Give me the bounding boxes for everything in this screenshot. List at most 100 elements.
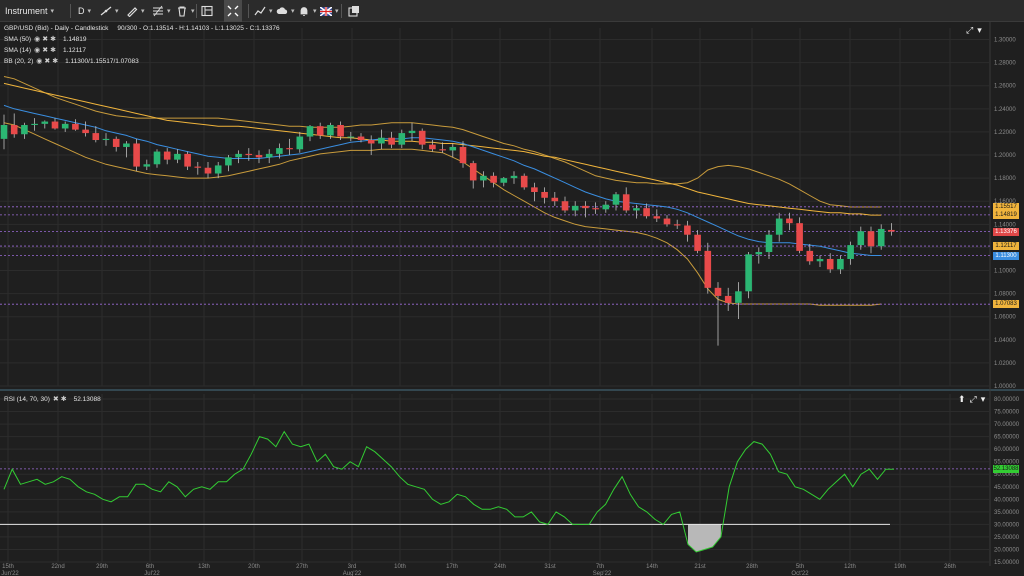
candle-body	[837, 258, 844, 270]
chevron-down-icon: ▾	[167, 8, 171, 15]
rsi-tick-label: 15.00000	[994, 560, 1020, 566]
fibonacci-tool-button[interactable]: ▾	[152, 0, 171, 22]
eye-icon[interactable]: ◉	[36, 58, 43, 65]
toolbar: Instrument ▾ D ▾ ▾ ▾ ▾ ▾ ▾ ▾ ▾	[0, 0, 1024, 22]
candle-body	[592, 208, 599, 210]
chart-panel[interactable]: 1.30000 1.28000 1.26000 1.24000 1.22000 1.200…	[0, 22, 1024, 576]
rsi-axis: 80.00000 75.00000 70.00000 65.00000 60.00000…	[994, 397, 1020, 566]
rsi-indicator	[0, 430, 990, 553]
rsi-tick-label: 80.00000	[994, 397, 1020, 403]
close-icon[interactable]: ✖	[42, 47, 49, 54]
expand-icon[interactable]: ⤢	[969, 394, 977, 404]
candle-body	[367, 140, 375, 144]
candle-body	[225, 157, 232, 166]
rsi-tick-label: 30.00000	[994, 522, 1020, 528]
expand-icon[interactable]: ⤢	[966, 25, 974, 35]
rsi-tick-label: 60.00000	[994, 447, 1020, 453]
candle-body	[500, 178, 508, 183]
candle-body	[378, 137, 385, 144]
candle-body	[347, 136, 355, 138]
chevron-down-icon: ▾	[50, 8, 55, 15]
price-tick-label: 1.04000	[994, 338, 1016, 344]
candle-body	[735, 291, 742, 303]
rsi-line	[3, 430, 894, 553]
candle-body	[10, 125, 18, 135]
sma50-value: 1.14819	[62, 35, 87, 43]
eye-icon[interactable]: ◉	[34, 36, 41, 43]
time-tick-label: 12th	[844, 564, 856, 570]
time-tick-label: 13th	[198, 564, 210, 570]
price-tick-label: 1.14000	[994, 222, 1016, 228]
close-icon[interactable]: ✖	[42, 36, 49, 43]
candle-body	[102, 138, 110, 141]
candle-body	[520, 175, 528, 188]
time-month-label: Oct'22	[791, 571, 809, 576]
price-tag: 1.07083	[993, 300, 1019, 309]
candle-body	[112, 138, 120, 147]
main-panel-controls: ⤢ ▾	[966, 25, 982, 36]
crosshair-icon	[227, 5, 239, 17]
indicators-button[interactable]: ▾	[254, 0, 273, 22]
rsi-tick-label: 50.00000	[994, 472, 1020, 478]
price-tick-label: 1.08000	[994, 292, 1016, 298]
rsi-tick-label: 70.00000	[994, 422, 1020, 428]
price-tick-label: 1.10000	[994, 269, 1016, 275]
candle-body	[153, 151, 161, 165]
chart-settings-button[interactable]: ▾	[276, 0, 295, 22]
time-month-label: Aug'22	[343, 571, 362, 576]
crosshair-button[interactable]	[224, 0, 242, 22]
gear-icon[interactable]: ✱	[50, 47, 56, 54]
chevron-down-icon[interactable]: ▾	[980, 394, 986, 404]
close-icon[interactable]: ✖	[44, 58, 51, 65]
eye-icon[interactable]: ◉	[34, 47, 41, 54]
price-tick-label: 1.20000	[994, 153, 1016, 159]
candle-body	[857, 231, 865, 246]
chevron-down-icon[interactable]: ▾	[977, 25, 982, 35]
instrument-dropdown[interactable]: Instrument ▾	[5, 0, 54, 22]
candle-body	[429, 144, 436, 150]
gear-icon[interactable]: ✱	[52, 58, 59, 65]
close-icon[interactable]: ✖	[52, 396, 59, 403]
layout-button[interactable]	[201, 0, 215, 22]
legend-controls: ◉ ✖ ✱	[34, 46, 56, 54]
popout-button[interactable]	[348, 0, 360, 22]
candle-body	[163, 151, 171, 160]
sma50-label: SMA (50)	[4, 35, 32, 43]
candle-body	[327, 125, 334, 136]
arrow-up-icon[interactable]: ⬆	[958, 394, 966, 404]
price-tag: 1.11300	[993, 251, 1019, 260]
candle-body	[663, 218, 671, 225]
pencil-tool-button[interactable]: ▾	[126, 0, 145, 22]
candle-body	[653, 216, 661, 219]
price-tick-label: 1.02000	[994, 361, 1016, 367]
candle-body	[408, 130, 416, 134]
candle-body	[877, 228, 885, 247]
price-tag: 1.13376	[993, 227, 1019, 236]
grid-layer	[0, 22, 1024, 566]
price-tag: 1.12117	[993, 242, 1019, 251]
trend-line-icon	[100, 6, 112, 16]
price-levels	[0, 206, 990, 305]
language-dropdown[interactable]: ▾	[320, 0, 339, 22]
chart-canvas[interactable]: 1.30000 1.28000 1.26000 1.24000 1.22000 1.200…	[0, 22, 1024, 576]
time-tick-label: 15th	[2, 564, 14, 570]
candle-body	[888, 229, 895, 232]
gear-icon[interactable]: ✱	[50, 36, 56, 43]
chevron-down-icon: ▾	[335, 8, 339, 15]
candle-body	[765, 234, 773, 253]
timeframe-dropdown[interactable]: D ▾	[78, 0, 91, 22]
bb-upper-line	[3, 76, 882, 208]
alerts-button[interactable]: ▾	[298, 0, 317, 22]
candle-body	[214, 165, 222, 174]
candle-body	[286, 148, 293, 150]
uk-flag-icon	[320, 6, 332, 16]
time-tick-label: 21st	[694, 564, 706, 570]
rsi-panel-controls: ⬆ ⤢ ▾	[958, 394, 985, 405]
candle-body	[714, 287, 722, 296]
draw-line-tool-button[interactable]: ▾	[100, 0, 119, 22]
legend-controls: ◉ ✖ ✱	[34, 35, 56, 43]
delete-tool-button[interactable]: ▾	[176, 0, 195, 22]
gear-icon[interactable]: ✱	[60, 396, 67, 403]
time-month-label: Jul'22	[144, 571, 160, 576]
rsi-label: RSI (14, 70, 30)	[4, 395, 50, 403]
